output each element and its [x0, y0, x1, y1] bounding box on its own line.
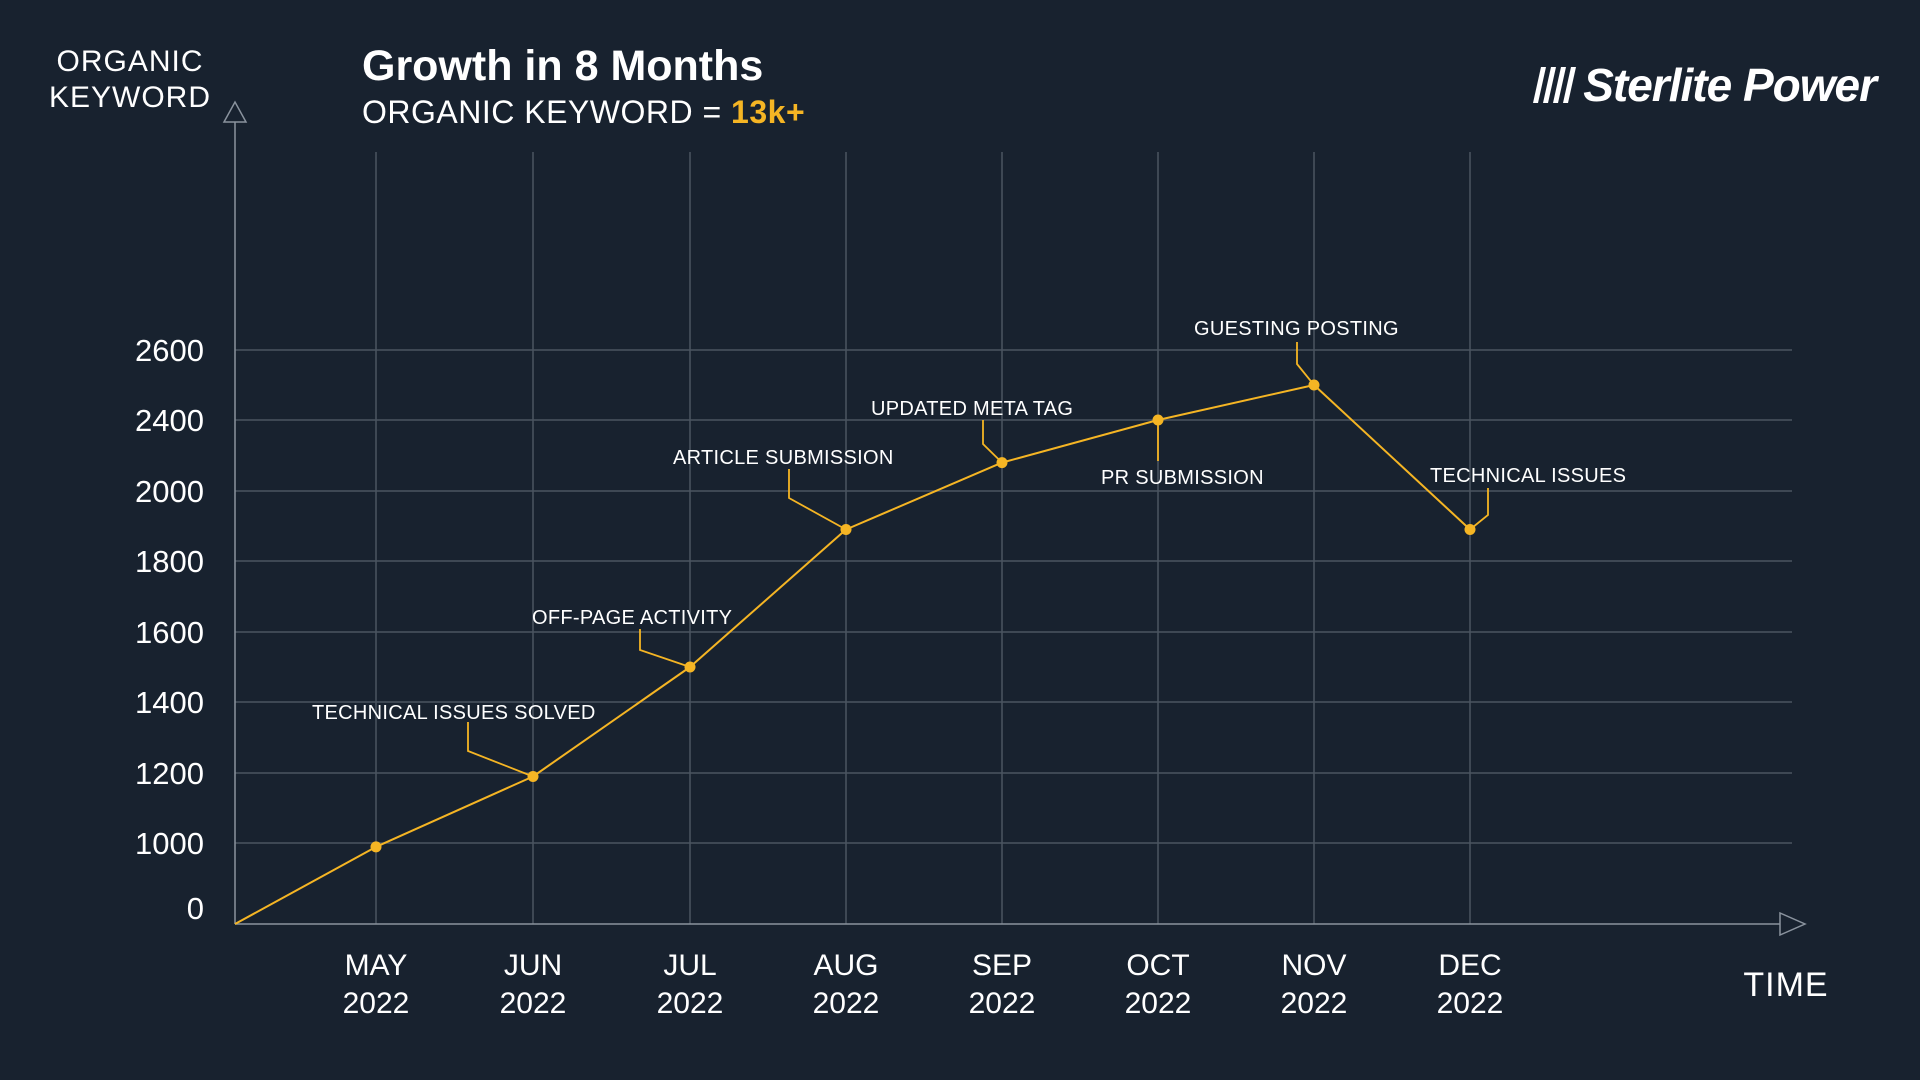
title-block: Growth in 8 Months ORGANIC KEYWORD = 13k…	[362, 40, 805, 132]
y-tick-label: 2000	[135, 474, 204, 509]
x-tick-month: SEP	[972, 949, 1032, 982]
subtitle-value: 13k+	[731, 94, 806, 130]
y-axis-arrow-icon	[222, 100, 248, 123]
annotation-label: GUESTING POSTING	[1194, 318, 1399, 340]
y-tick-label: 1400	[135, 685, 204, 720]
x-tick-month: NOV	[1281, 949, 1346, 982]
annotation-label: OFF-PAGE ACTIVITY	[532, 607, 732, 629]
data-point	[684, 661, 696, 673]
data-point	[1308, 379, 1320, 391]
x-tick-month: AUG	[813, 949, 878, 982]
annotation-label: TECHNICAL ISSUES SOLVED	[312, 702, 596, 724]
axis-layer	[222, 100, 1807, 937]
annotation-layer: TECHNICAL ISSUES SOLVED OFF-PAGE ACTIVITY…	[312, 318, 1626, 778]
point-layer	[370, 379, 1476, 853]
data-point	[996, 457, 1008, 469]
y-axis-title: ORGANIC KEYWORD	[30, 44, 230, 116]
annotation-connector	[788, 469, 847, 531]
x-tick-year: 2022	[813, 987, 880, 1020]
annotation-connector	[982, 420, 1003, 464]
x-tick-month: JUN	[504, 949, 562, 982]
y-tick-label: 1000	[135, 826, 204, 861]
y-axis-title-line2: KEYWORD	[48, 81, 211, 114]
grid-layer	[235, 152, 1792, 924]
x-tick-year: 2022	[343, 987, 410, 1020]
annotation-connector	[1469, 488, 1489, 531]
logo-stripes-icon	[1533, 67, 1577, 103]
annotation-label: PR SUBMISSION	[1101, 467, 1264, 489]
data-point	[1464, 524, 1476, 535]
x-tick-month: MAY	[345, 949, 408, 982]
annotation-connector	[1296, 342, 1315, 386]
y-axis-title-line1: ORGANIC	[56, 45, 204, 78]
x-tick-year: 2022	[657, 987, 724, 1020]
x-tick-year: 2022	[500, 987, 567, 1020]
x-tick-year: 2022	[969, 987, 1036, 1020]
x-tick-year: 2022	[1437, 987, 1504, 1020]
y-tick-label: 2400	[135, 403, 204, 438]
brand-logo: Sterlite Power	[1533, 59, 1877, 111]
x-tick-month: DEC	[1438, 949, 1501, 982]
x-tick-month: OCT	[1126, 949, 1189, 982]
chart-subtitle: ORGANIC KEYWORD = 13k+	[362, 92, 805, 132]
data-point	[370, 841, 382, 853]
annotation-label: TECHNICAL ISSUES	[1430, 465, 1626, 487]
y-tick-label: 1800	[135, 544, 204, 579]
y-tick-label: 1600	[135, 615, 204, 650]
month-layer: MAY 2022 JUN 2022 JUL 2022 AUG 2022 SEP 2022 OCT 20…	[343, 949, 1504, 1020]
annotation-label: UPDATED META TAG	[871, 398, 1073, 420]
y-tick-label: 0	[187, 891, 204, 926]
annotation-connector	[639, 629, 691, 668]
data-point	[840, 524, 852, 535]
annotation-connector	[467, 722, 534, 778]
annotation-label: ARTICLE SUBMISSION	[673, 447, 894, 469]
y-tick-label: 1200	[135, 756, 204, 791]
x-tick-month: JUL	[663, 949, 716, 982]
x-axis-arrow-icon	[1779, 911, 1807, 937]
x-tick-year: 2022	[1125, 987, 1192, 1020]
x-tick-year: 2022	[1281, 987, 1348, 1020]
subtitle-prefix: ORGANIC KEYWORD =	[362, 94, 732, 130]
data-point	[1152, 414, 1164, 426]
data-point	[527, 771, 539, 782]
x-axis-title: TIME	[1743, 966, 1828, 1004]
tick-layer: 0 1000 1200 1400 1600 1800 2000 2400 2600	[135, 333, 204, 926]
y-tick-label: 2600	[135, 333, 204, 368]
chart-title: Growth in 8 Months	[362, 42, 764, 90]
logo-text: Sterlite Power	[1583, 59, 1877, 111]
